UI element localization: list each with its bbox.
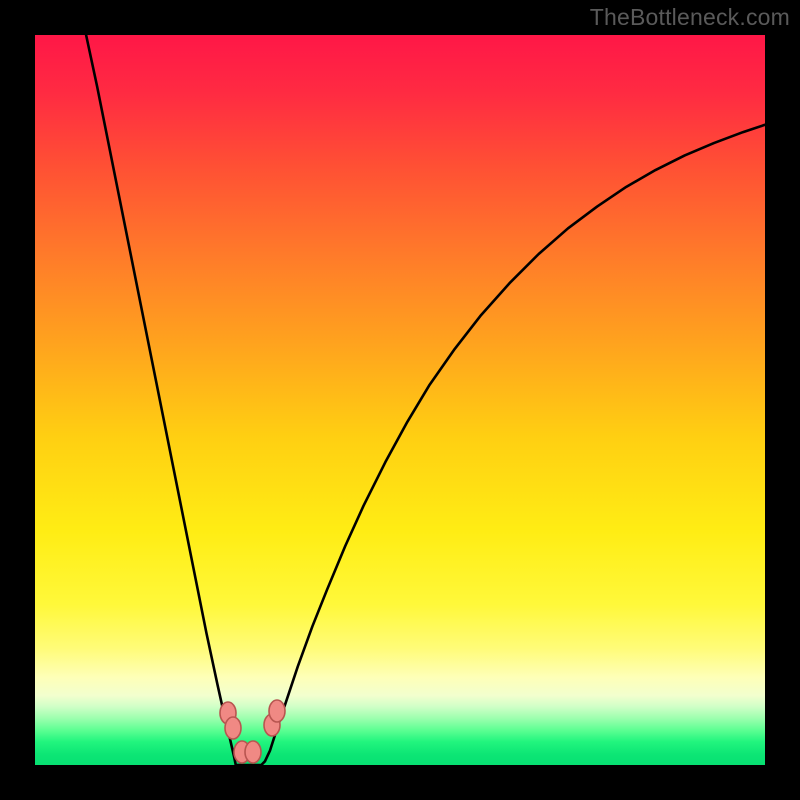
- watermark-text: TheBottleneck.com: [590, 4, 790, 31]
- bottleneck-curve: [35, 35, 765, 765]
- curve-marker: [225, 717, 241, 739]
- plot-area: [35, 35, 765, 765]
- curve-marker: [245, 741, 261, 763]
- plot-frame: [35, 35, 765, 765]
- data-markers: [220, 700, 285, 763]
- curve-marker: [269, 700, 285, 722]
